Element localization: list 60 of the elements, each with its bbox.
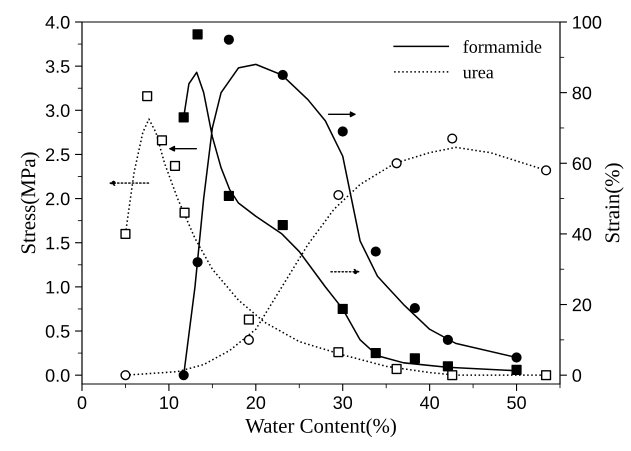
x-axis-title: Water Content(%) [245,418,396,438]
x-tick-label: 30 [333,396,352,410]
y-tick-label: 1.5 [46,236,70,250]
y-tick-label: 0.0 [46,369,70,382]
y2-tick-label: 80 [572,86,592,100]
point [120,228,131,239]
point [541,370,552,380]
point [511,352,522,363]
point [179,208,190,218]
legend-label: urea [462,70,494,78]
point [338,126,348,137]
y-tick-label: 4.0 [46,16,70,29]
x-tick-label: 0 [78,396,86,410]
point [392,364,402,374]
point [333,347,344,358]
y-tick-label: 0.5 [46,324,70,338]
point [338,304,348,314]
legend-label: formamide [463,40,542,53]
point [410,302,420,314]
y-tick-label: 3.5 [46,60,70,73]
y2-tick-label: 60 [572,157,592,170]
y-tick-label: 3.0 [46,104,70,118]
point [170,160,180,172]
point [120,370,131,380]
y2-tick-label: 20 [572,298,592,312]
point [278,70,288,80]
x-tick-label: 20 [246,396,266,410]
point [192,257,203,268]
point [244,314,254,325]
x-tick-label: 40 [420,396,439,410]
y2-tick-label: 100 [573,16,602,29]
point [244,334,254,345]
y2-tick-label: 40 [572,228,592,241]
point [392,158,402,168]
point [178,112,189,122]
point [156,135,168,146]
point [511,364,522,375]
point [224,190,234,202]
point [278,220,288,230]
point [442,361,453,372]
point [447,133,458,144]
point [224,34,234,45]
point [370,348,381,358]
point [410,353,420,364]
point [442,334,453,345]
y2-axis-title: Strain(%) [604,163,624,242]
point [142,91,152,102]
y-tick-label: 2.5 [46,148,70,162]
x-tick-label: 50 [507,396,526,410]
point [178,370,189,380]
x-tick-label: 10 [160,396,178,410]
point [370,246,381,257]
y-axis-title: Stress(MPa) [20,152,40,254]
point [541,165,552,176]
y2-tick-label: 0 [572,369,582,382]
point [192,29,203,40]
y-tick-label: 1.0 [46,280,70,294]
y-tick-label: 2.0 [46,192,70,206]
point [333,190,344,200]
point [447,370,458,380]
